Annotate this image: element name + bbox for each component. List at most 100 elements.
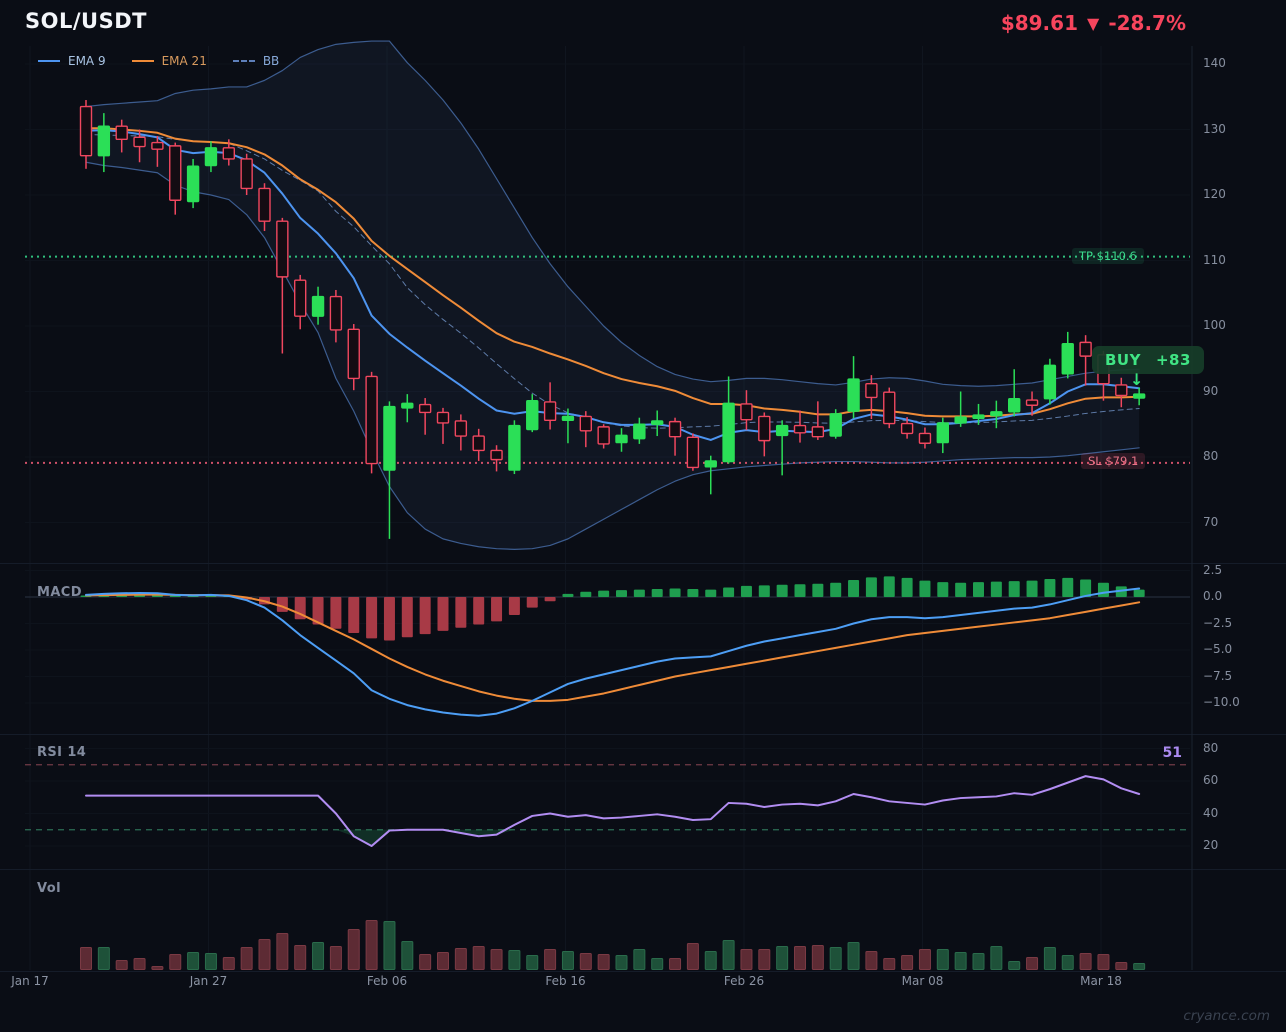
macd-tick-label: 2.5 (1203, 562, 1223, 577)
price-tick-label: 80 (1203, 449, 1219, 463)
date-tick-label: Feb 06 (366, 974, 408, 988)
legend-item-ema9[interactable]: EMA 9 (38, 54, 106, 68)
candle (990, 411, 1003, 417)
candle (900, 422, 914, 435)
gridlines-layer (0, 46, 1286, 972)
price-tick-label: 90 (1203, 383, 1219, 398)
bollinger-bands-layer (85, 40, 1140, 550)
macd-panel-title: MACD (37, 585, 82, 600)
candle (133, 136, 146, 148)
candle (740, 403, 753, 421)
tp-sl-lines-layer (25, 255, 1190, 464)
candle (454, 420, 468, 437)
candle (758, 415, 771, 442)
candle (686, 436, 700, 469)
macd-tick-label: −5.0 (1203, 642, 1233, 656)
legend-line-icon (232, 60, 255, 62)
legend-line-icon (38, 60, 60, 62)
macd-tick-label: −7.5 (1203, 668, 1233, 683)
date-tick-label: Jan 17 (11, 974, 49, 988)
candle (383, 405, 396, 471)
rsi-panel-title: RSI 14 (37, 745, 87, 760)
candle (294, 279, 307, 317)
candle (543, 401, 557, 422)
volume-panel-title: Vol (37, 881, 61, 896)
candle (561, 415, 575, 422)
candle (579, 415, 592, 432)
candle (918, 432, 932, 444)
candle (775, 424, 789, 437)
candle (508, 424, 521, 471)
page-title: SOL/USDT (25, 9, 147, 33)
volume-layer (80, 920, 1146, 970)
macd-layer (25, 576, 1190, 717)
candle (954, 416, 967, 424)
candle (365, 375, 378, 465)
candle (79, 105, 93, 157)
date-tick-label: Jan 27 (189, 974, 228, 988)
buy-arrow-icon: ↓ (1130, 370, 1144, 389)
candle (936, 422, 949, 444)
watermark: cryance.com (1183, 1008, 1270, 1024)
last-price: $89.61 (1000, 11, 1078, 35)
candle (1115, 384, 1128, 397)
candle (829, 413, 842, 437)
candle (1025, 399, 1039, 406)
price-tick-label: 140 (1203, 56, 1226, 70)
candle (151, 141, 164, 150)
candle (169, 145, 182, 201)
rsi-current-value: 51 (1162, 745, 1182, 761)
candles-layer (79, 100, 1146, 539)
candle (347, 328, 360, 380)
price-tick-label: 130 (1203, 121, 1226, 136)
macd-tick-label: −2.5 (1203, 615, 1233, 630)
rsi-layer (25, 764, 1190, 847)
buy-signal-score: +83 (1155, 351, 1191, 369)
candle (222, 147, 236, 160)
candle (258, 187, 271, 222)
candle (1061, 342, 1074, 375)
price-block: $89.61 ▼ -28.7% (1001, 11, 1186, 35)
macd-tick-label: 0.0 (1203, 589, 1223, 603)
candle (651, 420, 664, 425)
date-tick-label: Mar 18 (1080, 974, 1122, 988)
candle (668, 420, 682, 438)
candle (472, 435, 485, 452)
candle (436, 411, 450, 424)
candle (97, 125, 111, 157)
candle (490, 449, 503, 461)
legend-item-label: EMA 21 (161, 54, 207, 68)
candle (972, 414, 985, 420)
candle (597, 426, 610, 445)
legend-item-ema21[interactable]: EMA 21 (131, 54, 207, 68)
candle (329, 295, 343, 331)
candle (1079, 341, 1092, 357)
chart-legend: EMA 9 EMA 21 BB (38, 54, 279, 68)
rsi-tick-label: 40 (1203, 805, 1219, 820)
candle (276, 220, 289, 278)
date-tick-label: Feb 26 (723, 974, 765, 988)
price-down-icon: ▼ (1087, 13, 1100, 33)
candle (115, 125, 128, 141)
candle (615, 434, 628, 444)
rsi-tick-label: 60 (1203, 773, 1219, 787)
candle (847, 378, 860, 412)
candle (811, 426, 825, 438)
candle (722, 402, 735, 463)
rsi-tick-label: 20 (1203, 838, 1219, 852)
candle (418, 403, 432, 414)
candle (186, 165, 200, 203)
stop-loss-label: SL $79.1 (1081, 453, 1146, 469)
legend-item-bb[interactable]: BB (232, 54, 279, 68)
candle (865, 382, 878, 399)
candle (526, 399, 539, 431)
candle (1043, 364, 1057, 400)
buy-signal-label: BUY (1105, 351, 1141, 369)
rsi-tick-label: 80 (1203, 740, 1219, 755)
date-tick-label: Mar 08 (901, 974, 944, 988)
price-tick-label: 70 (1203, 514, 1219, 529)
date-tick-label: Feb 16 (545, 974, 586, 988)
buy-signal-badge: BUY +83 (1092, 346, 1204, 374)
